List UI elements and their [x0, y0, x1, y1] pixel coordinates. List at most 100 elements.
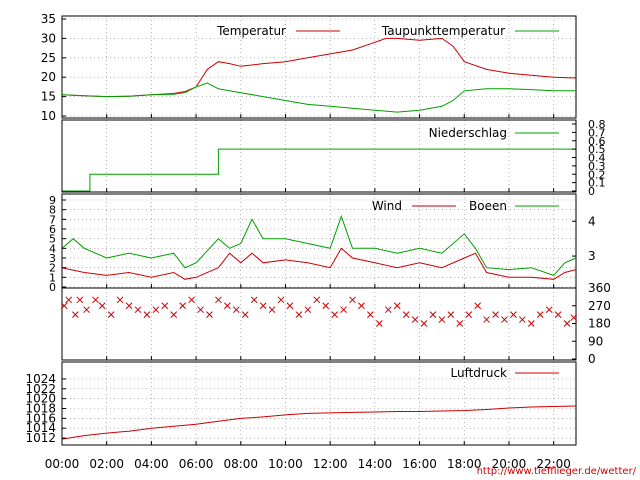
data-point — [125, 302, 133, 310]
data-point — [277, 296, 285, 304]
data-point — [107, 311, 115, 318]
data-point — [215, 296, 222, 304]
data-point — [304, 306, 312, 314]
data-point — [295, 311, 303, 318]
data-point — [545, 306, 553, 314]
data-point — [170, 311, 178, 318]
y-tick-label-right-precipitation: 0.4 — [588, 152, 606, 165]
series-niederschlag — [62, 148, 576, 192]
x-tick-label: 06:00 — [179, 457, 214, 471]
data-point — [367, 311, 374, 318]
series-taupunkttemperatur — [61, 82, 576, 113]
y-tick-label-right-precipitation: 0.7 — [588, 126, 606, 139]
y-tick-label-left-pressure: 1024 — [25, 372, 56, 386]
data-point — [92, 296, 99, 304]
data-point — [250, 296, 258, 304]
data-point — [152, 306, 160, 314]
data-point — [286, 302, 294, 310]
y-tick-label-left-wind: 2 — [49, 262, 56, 275]
y-tick-label-left-wind: 1 — [49, 271, 56, 284]
y-tick-label-left-temperature: 35 — [41, 12, 56, 26]
y-tick-label-left-pressure: 1018 — [25, 402, 56, 416]
grid-lines — [61, 16, 576, 445]
data-point — [510, 311, 517, 318]
y-tick-label-right-wind_direction: 360 — [588, 281, 611, 295]
x-tick-label: 14:00 — [358, 457, 393, 471]
data-point — [420, 320, 428, 327]
y-tick-label-right-precipitation: 0.5 — [588, 143, 606, 156]
x-tick-label: 20:00 — [492, 457, 527, 471]
x-tick-label: 16:00 — [402, 457, 437, 471]
legend-label-luftdruck: Luftdruck — [450, 366, 507, 380]
data-point — [65, 296, 73, 304]
data-point — [313, 296, 321, 304]
data-point — [143, 311, 151, 318]
data-point — [519, 316, 526, 323]
panel-frame-precipitation — [61, 119, 577, 193]
data-point — [349, 296, 356, 304]
y-tick-label-left-pressure: 1012 — [25, 431, 56, 445]
legend-label-boeen: Boeen — [469, 199, 507, 213]
y-tick-label-left-wind: 4 — [49, 242, 56, 255]
legend-label-wind: Wind — [372, 199, 402, 213]
x-tick-label: 12:00 — [313, 457, 348, 471]
y-tick-label-left-wind: 6 — [49, 223, 56, 236]
data-point — [447, 311, 455, 318]
data-point — [501, 316, 508, 323]
y-tick-label-left-wind: 3 — [49, 252, 56, 265]
data-point — [98, 302, 106, 310]
y-tick-label-right-precipitation: 0.6 — [588, 135, 606, 148]
y-tick-label-left-wind: 9 — [49, 194, 56, 207]
data-point — [429, 311, 437, 318]
y-tick-label-left-temperature: 30 — [41, 31, 56, 45]
data-point — [259, 302, 267, 310]
axis-ticks: 10152025303500.10.20.30.40.50.60.70.8012… — [25, 12, 610, 471]
data-point — [456, 320, 464, 327]
y-tick-label-right-precipitation: 0.3 — [588, 160, 606, 173]
x-tick-label: 00:00 — [45, 457, 80, 471]
data-point — [384, 306, 392, 314]
data-point — [72, 311, 79, 318]
series-wind — [61, 247, 577, 280]
legend-label-taupunkttemperatur: Taupunkttemperatur — [381, 24, 505, 38]
data-point — [527, 320, 535, 327]
y-tick-label-left-wind: 8 — [49, 204, 56, 217]
panel-frames — [61, 15, 577, 446]
data-point — [60, 302, 68, 310]
data-point — [563, 320, 571, 327]
y-tick-label-right-precipitation: 0.1 — [588, 177, 606, 190]
data-point — [570, 314, 578, 321]
legend-label-niederschlag: Niederschlag — [429, 126, 507, 140]
legend-pressure: Luftdruck — [450, 366, 559, 380]
y-tick-label-right-wind_direction: 180 — [588, 317, 611, 331]
data-point — [83, 306, 90, 314]
series-richtung — [60, 296, 578, 327]
y-tick-label-left-temperature: 25 — [41, 51, 56, 65]
data-point — [232, 306, 240, 314]
y-tick-label-left-temperature: 20 — [41, 70, 56, 84]
y-tick-label-right-wind: 3 — [588, 249, 596, 263]
y-tick-label-left-pressure: 1014 — [25, 421, 56, 435]
data-point — [197, 306, 204, 314]
source-credit: http://www.tiefflieger.de/wetter/ — [477, 466, 637, 477]
data-point — [393, 302, 401, 310]
legend-label-temperatur: Temperatur — [216, 24, 286, 38]
y-tick-label-left-wind: 5 — [49, 233, 56, 246]
data-point — [188, 296, 195, 304]
y-tick-label-left-temperature: 15 — [41, 90, 56, 104]
data-point — [474, 302, 482, 310]
data-point — [438, 316, 446, 323]
data-point — [268, 306, 276, 314]
legend-wind: Wind Boeen — [372, 199, 559, 213]
y-tick-label-left-temperature: 10 — [41, 109, 56, 123]
legend-precipitation: Niederschlag — [429, 126, 559, 140]
y-tick-label-left-pressure: 1016 — [25, 411, 56, 425]
x-tick-label: 18:00 — [447, 457, 482, 471]
x-tick-label: 02:00 — [89, 457, 124, 471]
panel-frame-wind_direction — [61, 287, 577, 361]
panel-frame-pressure — [61, 361, 577, 446]
data-point — [241, 311, 249, 318]
x-tick-label: 10:00 — [268, 457, 303, 471]
panel-frame-temperature — [61, 15, 577, 119]
